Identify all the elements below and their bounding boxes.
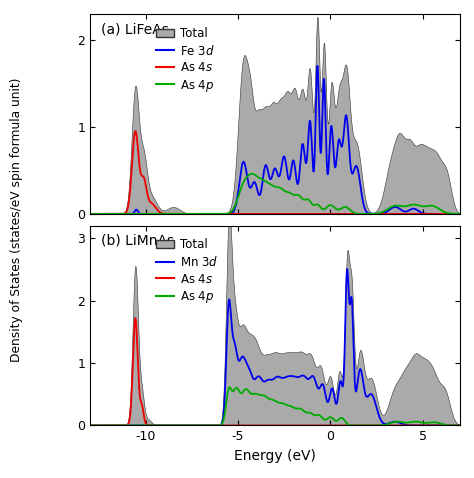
Text: (a) LiFeAs: (a) LiFeAs <box>101 22 169 36</box>
Text: (b) LiMnAs: (b) LiMnAs <box>101 234 174 248</box>
Legend: Total, Fe $3d$, As $4s$, As $4p$: Total, Fe $3d$, As $4s$, As $4p$ <box>151 22 219 98</box>
Text: Density of States (states/eV spin formula unit): Density of States (states/eV spin formul… <box>10 77 23 362</box>
Legend: Total, Mn $3d$, As $4s$, As $4p$: Total, Mn $3d$, As $4s$, As $4p$ <box>151 234 223 310</box>
X-axis label: Energy (eV): Energy (eV) <box>234 449 316 463</box>
